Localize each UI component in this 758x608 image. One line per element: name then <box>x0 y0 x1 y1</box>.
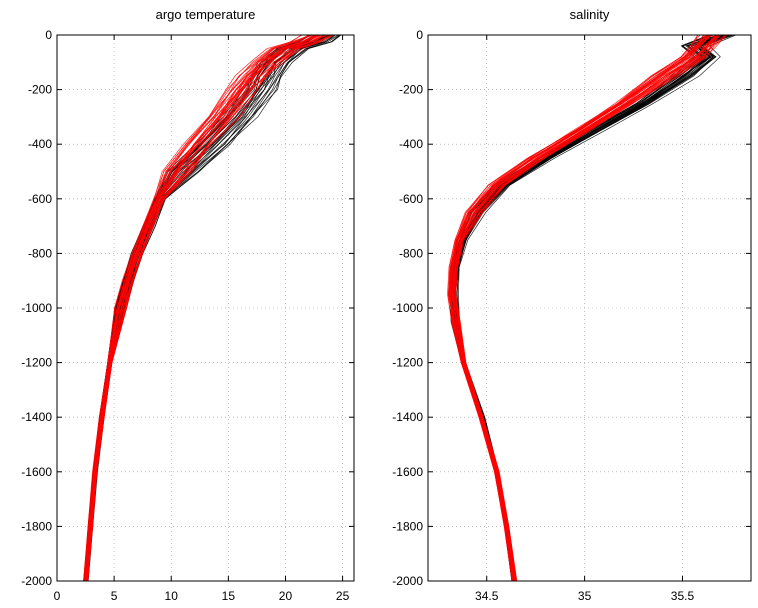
salinity-ytick-label-6: -1200 <box>392 356 423 370</box>
temperature-ytick-label-1: -200 <box>28 83 52 97</box>
salinity-xtick-label-0: 34.5 <box>475 589 499 603</box>
temperature-ytick-label-0: 0 <box>45 28 52 42</box>
temperature-xtick-label-2: 10 <box>165 589 179 603</box>
salinity-chart-title: salinity <box>570 7 610 22</box>
temperature-ytick-label-6: -1200 <box>21 356 52 370</box>
temperature-ytick-label-8: -1600 <box>21 465 52 479</box>
temperature-ytick-label-10: -2000 <box>21 574 52 588</box>
temperature-ytick-label-5: -1000 <box>21 301 52 315</box>
temperature-xtick-label-3: 15 <box>222 589 236 603</box>
temperature-xtick-label-0: 0 <box>54 589 61 603</box>
salinity-xtick-label-1: 35 <box>578 589 592 603</box>
salinity-xtick-label-2: 35.5 <box>671 589 695 603</box>
temperature-ytick-label-3: -600 <box>28 192 52 206</box>
salinity-ytick-label-7: -1400 <box>392 410 423 424</box>
temperature-ytick-label-4: -800 <box>28 246 52 260</box>
salinity-ytick-label-1: -200 <box>399 83 423 97</box>
salinity-ytick-label-10: -2000 <box>392 574 423 588</box>
salinity-ytick-label-0: 0 <box>416 28 423 42</box>
salinity-ytick-label-9: -1800 <box>392 519 423 533</box>
temperature-xtick-label-5: 25 <box>336 589 350 603</box>
salinity-ytick-label-8: -1600 <box>392 465 423 479</box>
temperature-chart-title: argo temperature <box>156 7 256 22</box>
temperature-ytick-label-7: -1400 <box>21 410 52 424</box>
salinity-ytick-label-4: -800 <box>399 246 423 260</box>
temperature-ytick-label-9: -1800 <box>21 519 52 533</box>
salinity-ytick-label-2: -400 <box>399 137 423 151</box>
temperature-ytick-label-2: -400 <box>28 137 52 151</box>
salinity-ytick-label-3: -600 <box>399 192 423 206</box>
temperature-xtick-label-4: 20 <box>279 589 293 603</box>
temperature-xtick-label-1: 5 <box>111 589 118 603</box>
salinity-ytick-label-5: -1000 <box>392 301 423 315</box>
